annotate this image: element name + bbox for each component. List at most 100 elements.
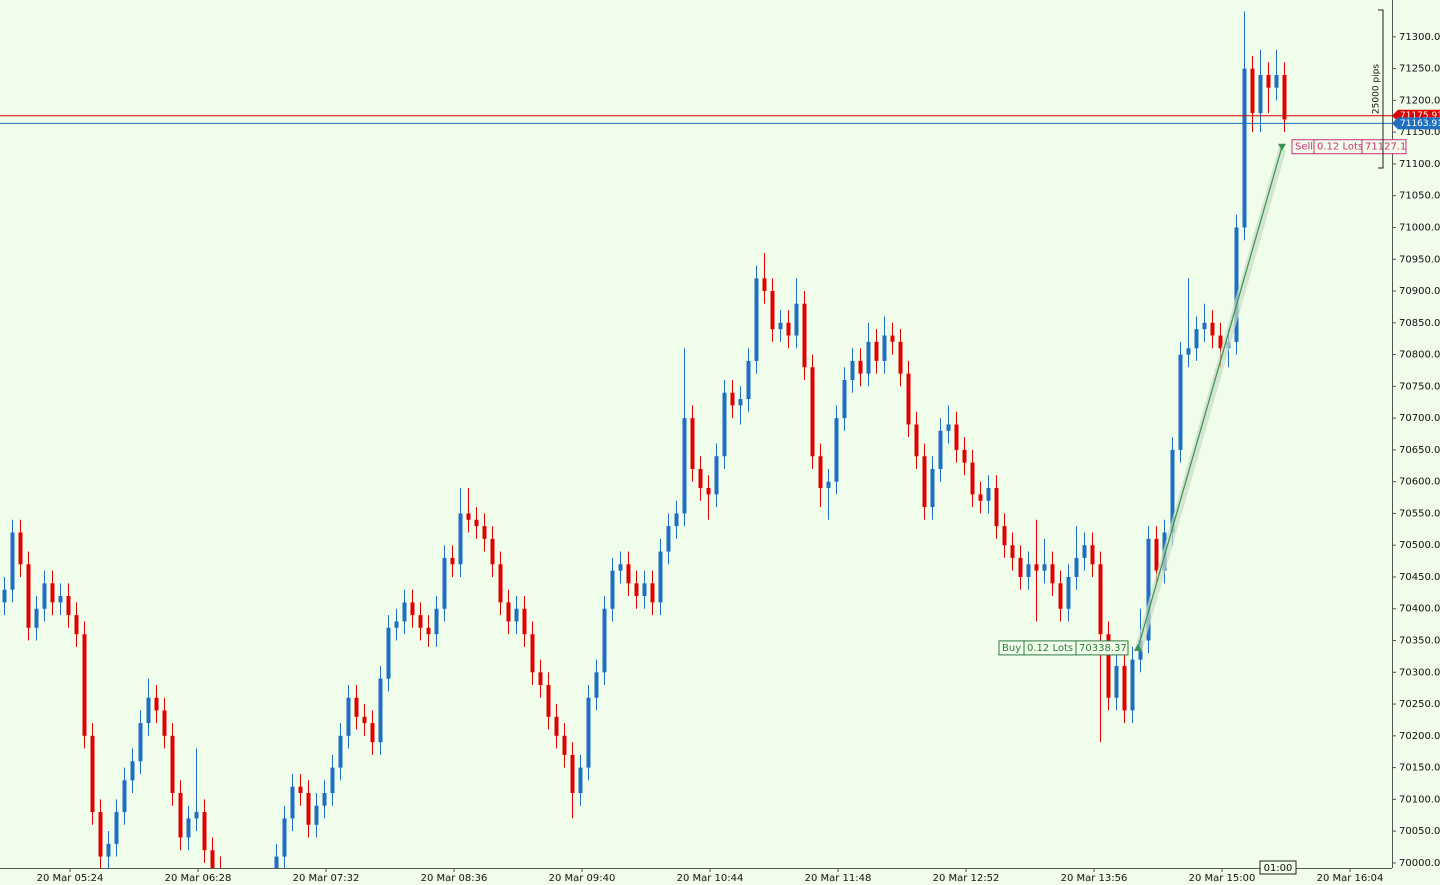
x-tick-label: 20 Mar 08:36	[421, 873, 488, 884]
candle-body	[1170, 449, 1175, 533]
candle-body	[194, 812, 199, 819]
candle-body	[522, 608, 527, 635]
y-tick-label: 70900.00	[1399, 286, 1440, 297]
candle-body	[114, 812, 119, 844]
candle-body	[1250, 68, 1255, 114]
candle-body	[970, 462, 975, 495]
candle-body	[890, 335, 895, 342]
candle-body	[938, 430, 943, 469]
y-tick-label: 70300.00	[1399, 667, 1440, 678]
candle-body	[642, 583, 647, 597]
candle-body	[1082, 545, 1087, 558]
candle-body	[730, 392, 735, 406]
candle-body	[1202, 322, 1207, 330]
candle-body	[10, 532, 15, 590]
candle-body	[858, 360, 863, 374]
candle-body	[1282, 74, 1287, 120]
candle-body	[450, 557, 455, 565]
sell-side: Sell	[1295, 142, 1313, 153]
candle-body	[498, 564, 503, 603]
candle-body	[778, 322, 783, 330]
candle-body	[130, 761, 135, 781]
candle-body	[570, 754, 575, 794]
candle-body	[378, 678, 383, 743]
x-tick-label: 20 Mar 09:40	[549, 873, 616, 884]
candle-body	[698, 468, 703, 489]
trade-line	[1137, 146, 1283, 649]
candle-body	[1058, 583, 1063, 609]
candle-body	[714, 456, 719, 495]
candle-body	[1146, 538, 1151, 641]
candle-body	[1122, 665, 1127, 711]
candle-body	[402, 602, 407, 622]
y-tick-label: 71100.00	[1399, 159, 1440, 170]
candle-body	[34, 608, 39, 628]
candle-body	[874, 341, 879, 361]
candle-body	[202, 812, 207, 851]
buy-lots: 0.12 Lots	[1027, 643, 1073, 654]
candle-body	[1186, 348, 1191, 355]
x-tick-label: 20 Mar 05:24	[37, 873, 104, 884]
overlay: 70000.00 70050.00 70100.00 70150.00 70200.00…	[37, 9, 1440, 884]
y-tick-label: 71050.00	[1399, 191, 1440, 202]
buy-marker	[1134, 643, 1142, 651]
candle-body	[914, 424, 919, 457]
candle-body	[466, 513, 471, 520]
candle-body	[530, 634, 535, 673]
candle-body	[2, 589, 7, 603]
candle-body	[1090, 545, 1095, 565]
candle-body	[946, 424, 951, 431]
y-tick-label: 70600.00	[1399, 477, 1440, 488]
candle-body	[770, 291, 775, 330]
y-tick-label: 70650.00	[1399, 445, 1440, 456]
candle-body	[690, 418, 695, 469]
y-tick-label: 71300.00	[1399, 32, 1440, 43]
candle-body	[1098, 564, 1103, 635]
candle-body	[90, 735, 95, 813]
sell-price-box	[1361, 139, 1407, 155]
y-tick-label: 70850.00	[1399, 318, 1440, 329]
candle-body	[994, 488, 999, 527]
candle-body	[1178, 354, 1183, 450]
candle-body	[634, 583, 639, 597]
candle-body	[514, 608, 519, 622]
y-tick-label: 70400.00	[1399, 604, 1440, 615]
candle-body	[1026, 564, 1031, 577]
candle-body	[490, 538, 495, 565]
y-tick-label: 71250.00	[1399, 64, 1440, 75]
candle-body	[618, 564, 623, 571]
y-tick-label: 70000.00	[1399, 858, 1440, 869]
candle-body	[746, 360, 751, 400]
candle-body	[930, 468, 935, 508]
candle-body	[954, 424, 959, 450]
candle-body	[962, 449, 967, 463]
y-tick-label: 70250.00	[1399, 699, 1440, 710]
candle-body	[138, 723, 143, 762]
y-tick-label: 70150.00	[1399, 763, 1440, 774]
candle-body	[1194, 329, 1199, 349]
candle-body	[786, 322, 791, 336]
candle-body	[834, 418, 839, 482]
candle-body	[330, 767, 335, 794]
y-tick-label: 70200.00	[1399, 731, 1440, 742]
x-tick-label: 20 Mar 10:44	[677, 873, 744, 884]
candle-body	[1274, 74, 1279, 88]
candle-body	[1042, 564, 1047, 571]
candle-body	[866, 341, 871, 374]
candle-body	[594, 672, 599, 698]
candle-body	[922, 456, 927, 508]
price-tag-label: 71163.91	[1400, 119, 1440, 129]
candle-body	[650, 583, 655, 603]
candle-body	[418, 615, 423, 628]
price-tag-label: 71175.91	[1400, 111, 1440, 121]
candle-body	[26, 564, 31, 628]
candle-body	[506, 602, 511, 622]
candle-body	[50, 583, 55, 603]
y-tick-label: 71000.00	[1399, 222, 1440, 233]
candle-body	[1114, 665, 1119, 698]
candle-body	[434, 608, 439, 635]
candle-body	[1074, 557, 1079, 577]
y-tick-label: 70750.00	[1399, 381, 1440, 392]
candle-body	[210, 850, 215, 868]
